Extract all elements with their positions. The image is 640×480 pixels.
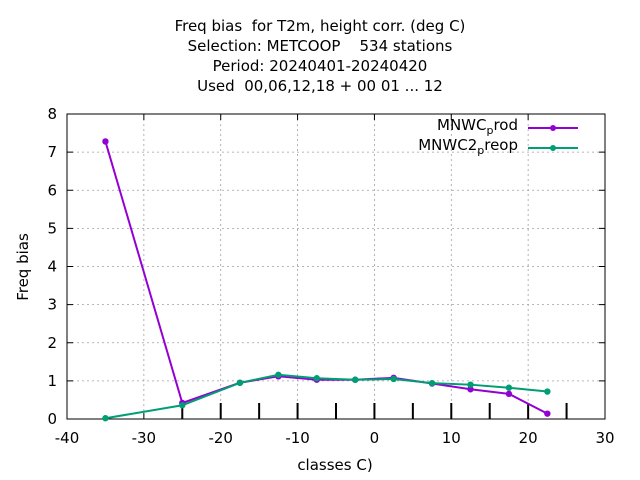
data-point: [505, 384, 513, 391]
title-line-2: Selection: METCOOP 534 stations: [187, 37, 453, 55]
series-line-mnwc2-preop: [105, 373, 548, 420]
legend-item-mnwc-prod: MNWCprod: [418, 116, 580, 138]
tick-labels: 0 1 2 3 4 5 6 7 8 -40 -30 -20 -10 0 10 20 30: [47, 105, 614, 447]
data-point: [102, 138, 109, 145]
x-tick-label: 10: [442, 429, 461, 447]
y-tick-label: 5: [47, 219, 57, 237]
legend-item-mnwc2-preop: MNWC2preop: [418, 136, 580, 158]
data-point: [179, 402, 186, 409]
y-tick-label: 2: [47, 334, 57, 352]
x-tick-label: -10: [285, 429, 310, 447]
y-tick-label: 4: [47, 258, 57, 276]
legend-label-mnwc2-preop: MNWC2preop: [418, 136, 518, 157]
legend-swatch-mnwc-prod: [528, 125, 578, 131]
data-point: [352, 376, 359, 383]
data-point: [467, 386, 474, 393]
title-line-3: Period: 20240401-20240420: [212, 57, 428, 75]
data-point: [505, 390, 513, 398]
x-axis-label: classes C): [297, 456, 373, 474]
data-point: [236, 379, 244, 386]
y-tick-label: 3: [47, 296, 57, 314]
x-tick-label: -30: [132, 429, 157, 447]
grid-lines: [67, 114, 605, 419]
data-point: [275, 371, 282, 378]
plot-frame: [66, 113, 606, 420]
data-point: [428, 379, 436, 387]
x-tick-label: -40: [55, 429, 80, 447]
data-point: [390, 375, 397, 383]
y-tick-label: 8: [47, 105, 57, 123]
x-tick-label: 0: [370, 429, 380, 447]
legend: MNWCprod MNWC2preop: [418, 116, 580, 158]
chart-title: Freq bias for T2m, height corr. (deg C) …: [0, 16, 640, 96]
x-tick-label: 30: [595, 429, 614, 447]
data-point: [313, 375, 320, 382]
data-point: [544, 388, 551, 395]
title-line-4: Used 00,06,12,18 + 00 01 ... 12: [197, 77, 443, 95]
legend-label-mnwc-prod: MNWCprod: [437, 116, 518, 137]
y-tick-label: 0: [47, 410, 57, 428]
y-tick-label: 6: [47, 181, 57, 199]
legend-swatch-mnwc2-preop: [528, 145, 578, 151]
series-line-mnwc-prod: [104, 141, 548, 415]
class-tick-marks: [181, 403, 568, 419]
y-tick-label: 7: [47, 143, 57, 161]
y-tick-label: 1: [47, 372, 57, 390]
title-line-1: Freq bias for T2m, height corr. (deg C): [174, 17, 466, 35]
data-point: [467, 381, 474, 388]
series-lines: [102, 138, 551, 422]
data-point: [544, 410, 551, 417]
y-axis-label: Freq bias: [14, 233, 32, 301]
data-point: [102, 415, 109, 422]
x-tick-label: -20: [208, 429, 233, 447]
x-tick-label: 20: [519, 429, 538, 447]
